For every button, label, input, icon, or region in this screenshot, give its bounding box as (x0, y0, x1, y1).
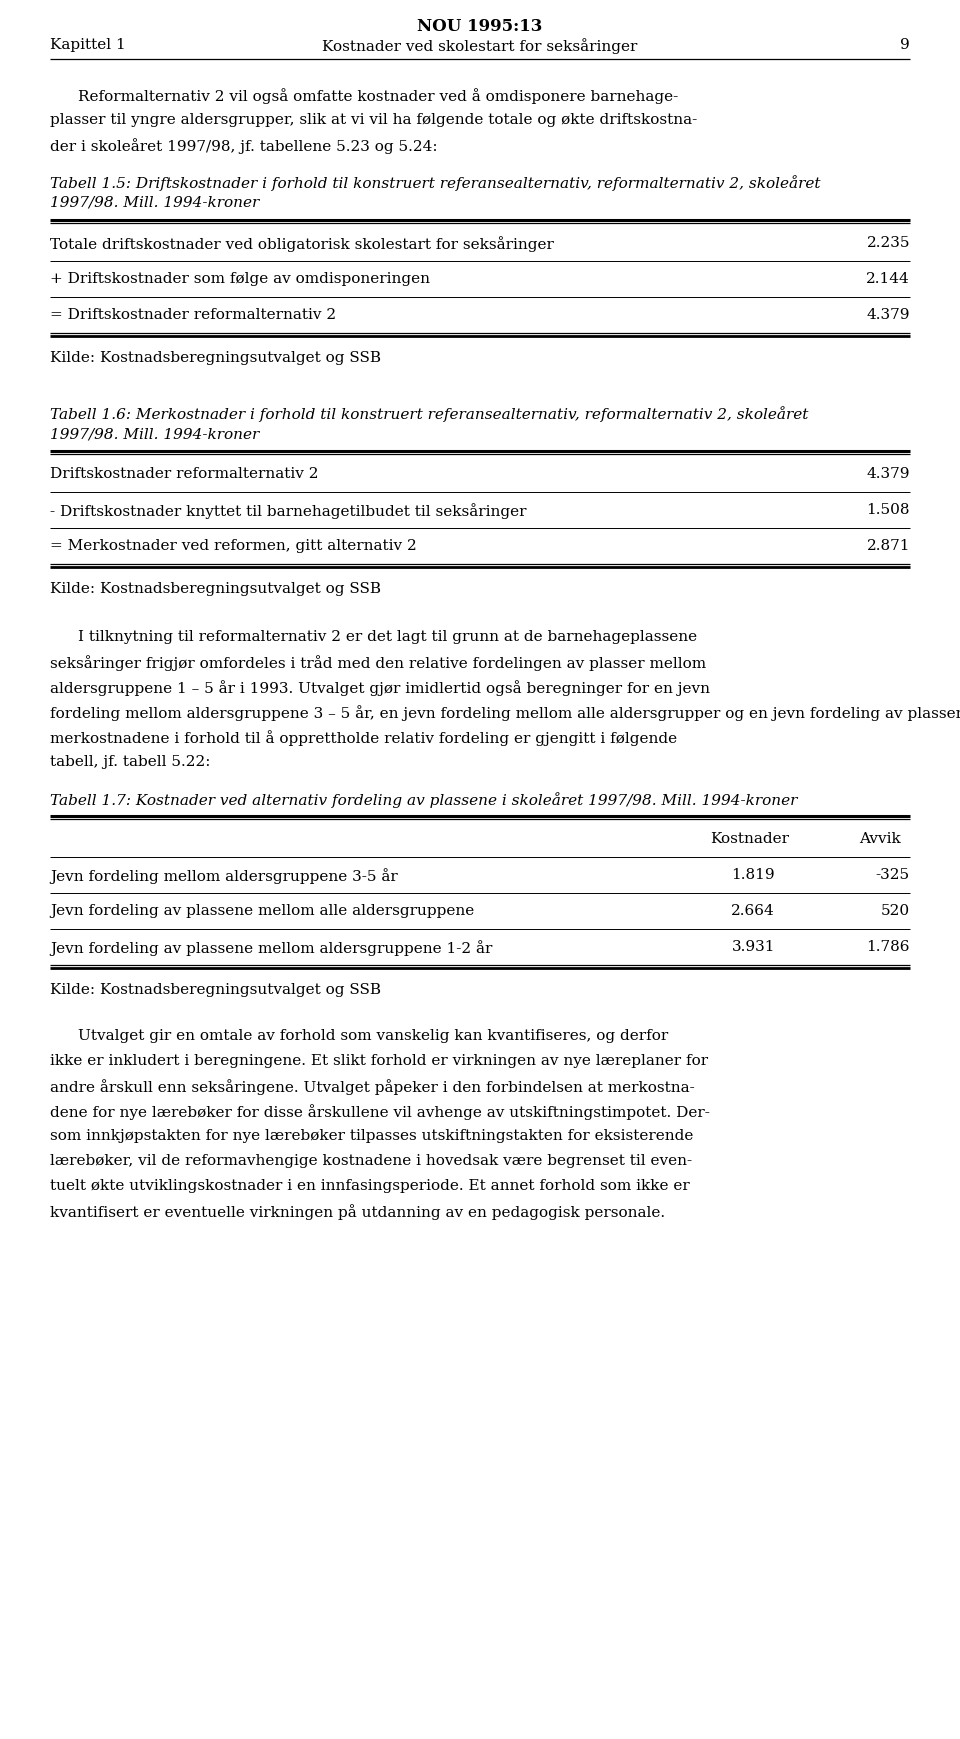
Text: ikke er inkludert i beregningene. Et slikt forhold er virkningen av nye læreplan: ikke er inkludert i beregningene. Et sli… (50, 1054, 708, 1068)
Text: Jevn fordeling mellom aldersgruppene 3-5 år: Jevn fordeling mellom aldersgruppene 3-5… (50, 868, 397, 883)
Text: seksåringer frigjør omfordeles i tråd med den relative fordelingen av plasser me: seksåringer frigjør omfordeles i tråd me… (50, 654, 707, 671)
Text: dene for nye lærebøker for disse årskullene vil avhenge av utskiftningstimpotet.: dene for nye lærebøker for disse årskull… (50, 1103, 709, 1120)
Text: andre årskull enn seksåringene. Utvalget påpeker i den forbindelsen at merkostna: andre årskull enn seksåringene. Utvalget… (50, 1078, 695, 1094)
Text: 520: 520 (881, 904, 910, 918)
Text: Avvik: Avvik (859, 831, 900, 845)
Text: aldersgruppene 1 – 5 år i 1993. Utvalget gjør imidlertid også beregninger for en: aldersgruppene 1 – 5 år i 1993. Utvalget… (50, 680, 710, 696)
Text: Tabell 1.5: Driftskostnader i forhold til konstruert referansealternativ, reform: Tabell 1.5: Driftskostnader i forhold ti… (50, 176, 821, 191)
Text: tuelt økte utviklingskostnader i en innfasingsperiode. Et annet forhold som ikke: tuelt økte utviklingskostnader i en innf… (50, 1179, 689, 1193)
Text: Tabell 1.6: Merkostnader i forhold til konstruert referansealternativ, reformalt: Tabell 1.6: Merkostnader i forhold til k… (50, 405, 808, 421)
Text: 4.379: 4.379 (867, 466, 910, 480)
Text: tabell, jf. tabell 5.22:: tabell, jf. tabell 5.22: (50, 755, 210, 769)
Text: 1997/98. Mill. 1994-kroner: 1997/98. Mill. 1994-kroner (50, 426, 259, 440)
Text: 1.508: 1.508 (867, 503, 910, 516)
Text: Totale driftskostnader ved obligatorisk skolestart for seksåringer: Totale driftskostnader ved obligatorisk … (50, 237, 554, 252)
Text: Kostnader: Kostnader (710, 831, 789, 845)
Text: I tilknytning til reformalternativ 2 er det lagt til grunn at de barnehageplasse: I tilknytning til reformalternativ 2 er … (78, 630, 697, 643)
Text: 2.871: 2.871 (867, 539, 910, 553)
Text: Driftskostnader reformalternativ 2: Driftskostnader reformalternativ 2 (50, 466, 319, 480)
Text: = Driftskostnader reformalternativ 2: = Driftskostnader reformalternativ 2 (50, 308, 336, 322)
Text: kvantifisert er eventuelle virkningen på utdanning av en pedagogisk personale.: kvantifisert er eventuelle virkningen på… (50, 1203, 665, 1219)
Text: 2.664: 2.664 (732, 904, 775, 918)
Text: Jevn fordeling av plassene mellom alle aldersgruppene: Jevn fordeling av plassene mellom alle a… (50, 904, 474, 918)
Text: plasser til yngre aldersgrupper, slik at vi vil ha følgende totale og økte drift: plasser til yngre aldersgrupper, slik at… (50, 113, 697, 127)
Text: 2.144: 2.144 (866, 271, 910, 285)
Text: 1997/98. Mill. 1994-kroner: 1997/98. Mill. 1994-kroner (50, 197, 259, 210)
Text: 2.235: 2.235 (867, 237, 910, 250)
Text: 3.931: 3.931 (732, 939, 775, 953)
Text: Reformalternativ 2 vil også omfatte kostnader ved å omdisponere barnehage-: Reformalternativ 2 vil også omfatte kost… (78, 89, 679, 104)
Text: der i skoleåret 1997/98, jf. tabellene 5.23 og 5.24:: der i skoleåret 1997/98, jf. tabellene 5… (50, 137, 438, 153)
Text: 9: 9 (900, 38, 910, 52)
Text: -325: -325 (876, 868, 910, 882)
Text: Kapittel 1: Kapittel 1 (50, 38, 126, 52)
Text: 4.379: 4.379 (867, 308, 910, 322)
Text: + Driftskostnader som følge av omdisponeringen: + Driftskostnader som følge av omdispone… (50, 271, 430, 285)
Text: merkostnadene i forhold til å opprettholde relativ fordeling er gjengitt i følge: merkostnadene i forhold til å oppretthol… (50, 730, 677, 746)
Text: - Driftskostnader knyttet til barnehagetilbudet til seksåringer: - Driftskostnader knyttet til barnehaget… (50, 503, 526, 518)
Text: fordeling mellom aldersgruppene 3 – 5 år, en jevn fordeling mellom alle aldersgr: fordeling mellom aldersgruppene 3 – 5 år… (50, 704, 960, 720)
Text: lærebøker, vil de reformavhengige kostnadene i hovedsak være begrenset til even-: lærebøker, vil de reformavhengige kostna… (50, 1153, 692, 1167)
Text: Kostnader ved skolestart for seksåringer: Kostnader ved skolestart for seksåringer (323, 38, 637, 54)
Text: Kilde: Kostnadsberegningsutvalget og SSB: Kilde: Kostnadsberegningsutvalget og SSB (50, 983, 381, 996)
Text: Kilde: Kostnadsberegningsutvalget og SSB: Kilde: Kostnadsberegningsutvalget og SSB (50, 351, 381, 365)
Text: NOU 1995:13: NOU 1995:13 (418, 17, 542, 35)
Text: Tabell 1.7: Kostnader ved alternativ fordeling av plassene i skoleåret 1997/98. : Tabell 1.7: Kostnader ved alternativ for… (50, 791, 798, 807)
Text: Kilde: Kostnadsberegningsutvalget og SSB: Kilde: Kostnadsberegningsutvalget og SSB (50, 581, 381, 596)
Text: = Merkostnader ved reformen, gitt alternativ 2: = Merkostnader ved reformen, gitt altern… (50, 539, 417, 553)
Text: 1.786: 1.786 (867, 939, 910, 953)
Text: Jevn fordeling av plassene mellom aldersgruppene 1-2 år: Jevn fordeling av plassene mellom alders… (50, 939, 492, 955)
Text: Utvalget gir en omtale av forhold som vanskelig kan kvantifiseres, og derfor: Utvalget gir en omtale av forhold som va… (78, 1028, 668, 1042)
Text: 1.819: 1.819 (732, 868, 775, 882)
Text: som innkjøpstakten for nye lærebøker tilpasses utskiftningstakten for eksisteren: som innkjøpstakten for nye lærebøker til… (50, 1129, 693, 1143)
